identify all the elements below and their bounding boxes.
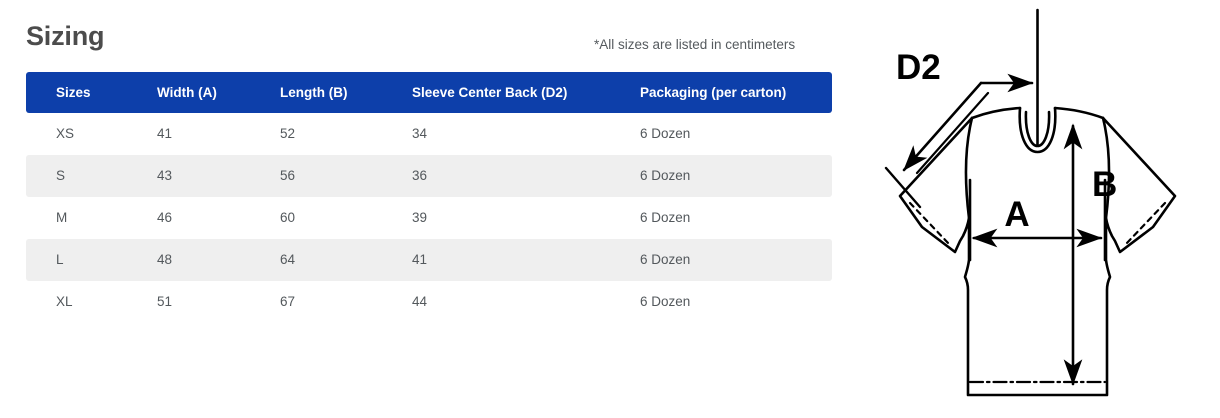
cell-length: 64 xyxy=(280,252,296,267)
cell-width: 41 xyxy=(157,126,173,141)
cell-size: XL xyxy=(56,294,73,309)
column-header-packaging: Packaging (per carton) xyxy=(640,85,787,100)
d2-measurement xyxy=(884,8,1039,209)
cell-packaging: 6 Dozen xyxy=(640,294,691,309)
cell-sleeve: 44 xyxy=(412,294,428,309)
column-header-width: Width (A) xyxy=(157,85,217,100)
cell-size: S xyxy=(56,168,66,183)
cell-length: 52 xyxy=(280,126,296,141)
d2-label: D2 xyxy=(896,48,941,87)
b-label: B xyxy=(1092,165,1117,204)
units-note: *All sizes are listed in centimeters xyxy=(594,37,796,52)
table-row: S 43 56 36 6 Dozen xyxy=(26,155,832,197)
cell-packaging: 6 Dozen xyxy=(640,210,691,225)
cell-width: 48 xyxy=(157,252,173,267)
cell-size: M xyxy=(56,210,68,225)
cell-sleeve: 41 xyxy=(412,252,428,267)
column-header-length: Length (B) xyxy=(280,85,348,100)
page-title: Sizing xyxy=(26,21,105,51)
column-header-sleeve: Sleeve Center Back (D2) xyxy=(412,85,568,100)
a-measurement xyxy=(968,178,1107,262)
cell-width: 51 xyxy=(157,294,173,309)
tshirt-diagram: D2 A B xyxy=(884,8,1177,397)
table-row: L 48 64 41 6 Dozen xyxy=(26,239,832,281)
table-row: XS 41 52 34 6 Dozen xyxy=(26,113,832,155)
cell-packaging: 6 Dozen xyxy=(640,252,691,267)
cell-size: XS xyxy=(56,126,75,141)
cell-length: 67 xyxy=(280,294,296,309)
cell-packaging: 6 Dozen xyxy=(640,126,691,141)
a-label: A xyxy=(1004,195,1029,234)
column-header-sizes: Sizes xyxy=(56,85,91,100)
table-header-row: Sizes Width (A) Length (B) Sleeve Center… xyxy=(26,72,832,113)
cell-sleeve: 39 xyxy=(412,210,428,225)
cell-sleeve: 34 xyxy=(412,126,428,141)
cell-width: 46 xyxy=(157,210,173,225)
table-row: M 46 60 39 6 Dozen xyxy=(26,197,832,239)
cell-length: 56 xyxy=(280,168,296,183)
cell-size: L xyxy=(56,252,64,267)
tshirt-outline xyxy=(898,106,1177,397)
sizing-table: Sizes Width (A) Length (B) Sleeve Center… xyxy=(26,72,832,323)
cell-sleeve: 36 xyxy=(412,168,428,183)
stitch-lines xyxy=(908,201,1167,384)
shirt-diagram-panel: D2 A B xyxy=(860,0,1220,418)
cell-width: 43 xyxy=(157,168,173,183)
table-row: XL 51 67 44 6 Dozen xyxy=(26,281,832,323)
cell-packaging: 6 Dozen xyxy=(640,168,691,183)
sizing-panel: Sizing *All sizes are listed in centimet… xyxy=(26,21,832,323)
cell-length: 60 xyxy=(280,210,296,225)
